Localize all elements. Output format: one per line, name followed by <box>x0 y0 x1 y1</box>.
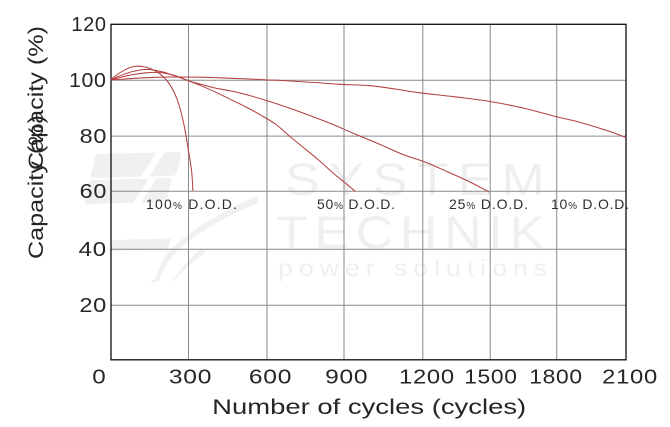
svg-text:power solutions: power solutions <box>278 255 553 281</box>
svg-text:2100: 2100 <box>602 366 658 389</box>
svg-text:Capacity (%): Capacity (%) <box>25 115 48 259</box>
svg-text:Capacity (%): Capacity (%) <box>25 26 48 170</box>
svg-text:1500: 1500 <box>464 366 517 388</box>
svg-text:0: 0 <box>92 365 106 388</box>
svg-text:120: 120 <box>71 14 106 36</box>
svg-text:25% D.O.D.: 25% D.O.D. <box>449 196 528 212</box>
svg-text:100% D.O.D.: 100% D.O.D. <box>146 196 237 212</box>
svg-text:SYSTEM: SYSTEM <box>285 154 554 205</box>
svg-text:Number of cycles (cycles): Number of cycles (cycles) <box>212 395 526 419</box>
svg-text:100: 100 <box>69 70 107 92</box>
svg-text:900: 900 <box>325 366 368 388</box>
svg-text:300: 300 <box>169 366 212 388</box>
svg-text:50% D.O.D.: 50% D.O.D. <box>317 196 395 212</box>
svg-text:1800: 1800 <box>529 366 582 388</box>
svg-text:10% D.O.D.: 10% D.O.D. <box>551 196 629 212</box>
svg-text:60: 60 <box>80 180 107 203</box>
svg-text:20: 20 <box>79 294 107 317</box>
svg-text:1200: 1200 <box>399 366 455 389</box>
svg-text:TECHNIK: TECHNIK <box>276 207 551 258</box>
svg-text:80: 80 <box>80 125 107 148</box>
svg-text:600: 600 <box>249 366 292 388</box>
svg-text:40: 40 <box>79 238 107 261</box>
